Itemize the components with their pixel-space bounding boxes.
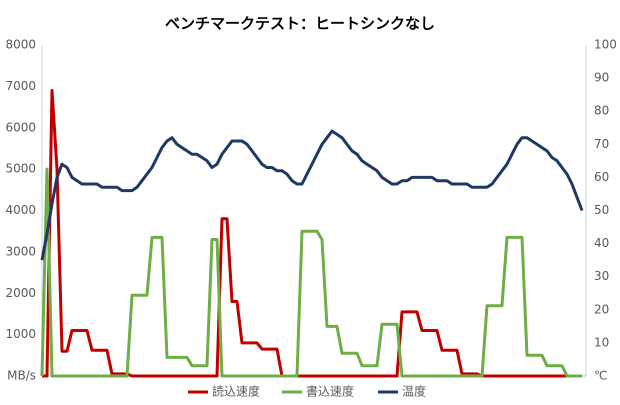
y-tick-label: 4000 [5,203,36,217]
series-line [42,89,582,378]
y2-tick-label: 100 [594,38,617,52]
y2-tick-label: 10 [594,335,609,349]
y2-tick-label: 20 [594,302,609,316]
chart-title: ベンチマークテスト：ヒートシンクなし [165,15,435,33]
y-tick-label: 2000 [5,286,36,300]
legend-label: 書込速度 [306,384,354,399]
y-tick-label: 3000 [5,244,36,258]
series-line [40,129,584,261]
y-tick-label: 8000 [5,38,36,52]
y2-tick-label: 70 [594,137,609,151]
y2-tick-label: 30 [594,269,609,283]
legend-label: 読込速度 [212,384,260,399]
y-tick-label: 7000 [5,79,36,93]
y2-tick-label: 40 [594,236,609,250]
y2-tick-label: 80 [594,104,609,118]
series-line [40,167,582,378]
y2-tick-label: 90 [594,71,609,85]
y2-tick-label: 60 [594,170,609,184]
legend-label: 温度 [402,384,426,399]
y2-tick-label: ℃ [594,369,607,383]
y-tick-label: 5000 [5,162,36,176]
y-tick-label: 6000 [5,120,36,134]
y-tick-label: 1000 [5,327,36,341]
y-tick-label: MB/s [7,369,36,383]
y2-tick-label: 50 [594,203,609,217]
